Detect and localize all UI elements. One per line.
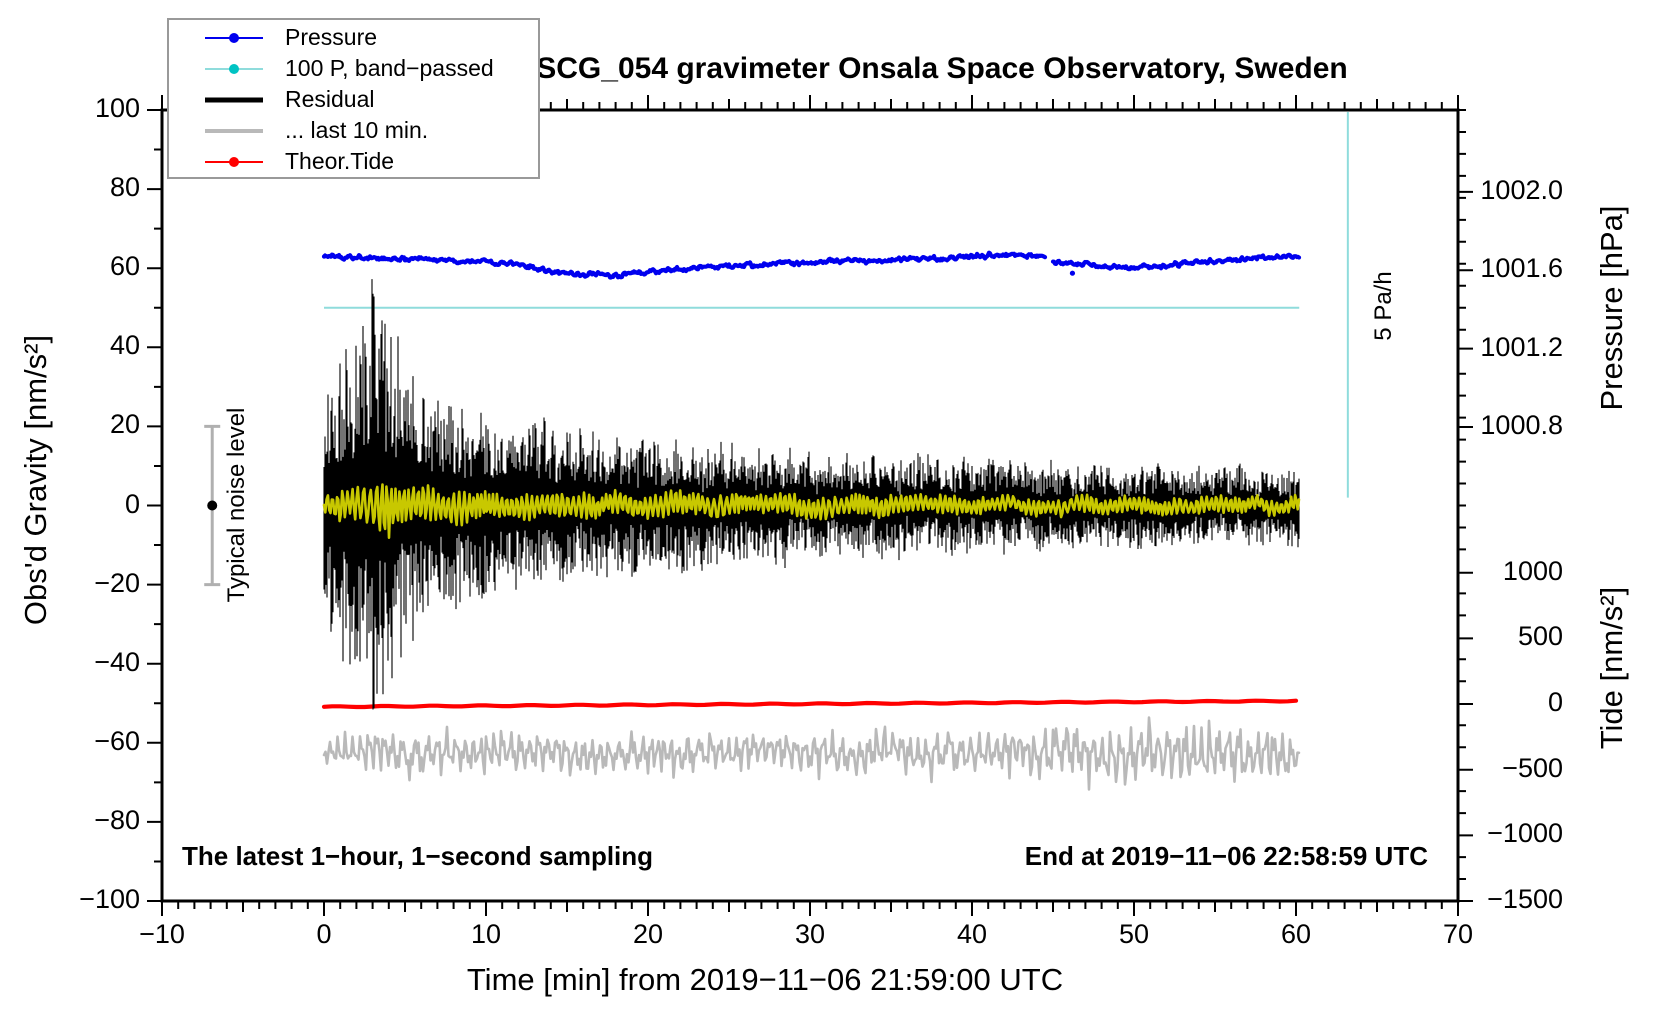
y-left-tick-label: −100: [79, 884, 140, 914]
x-tick-label: 30: [794, 919, 826, 949]
y-pressure-tick-label: 1001.6: [1480, 253, 1563, 284]
y-left-tick-label: 60: [109, 251, 140, 282]
footer-sampling-note: The latest 1−hour, 1−second sampling: [182, 841, 654, 871]
legend-swatch-pressure: [169, 22, 265, 53]
y-tide-tick-label: 0: [1547, 687, 1563, 718]
y-tide-tick-label: 1000: [1502, 555, 1563, 586]
legend-label: Theor.Tide: [285, 148, 395, 174]
y-left-tick-label: −60: [94, 725, 140, 756]
legend-swatch-theor-tide: [169, 146, 265, 177]
legend-label: Residual: [285, 86, 375, 112]
x-tick-label: 50: [1118, 919, 1150, 949]
y-left-tick-label: −40: [94, 646, 140, 677]
y-left-tick-label: 80: [109, 172, 140, 203]
legend-swatch-100-p-band-passed: [169, 53, 265, 84]
x-tick-label: 60: [1280, 919, 1312, 949]
legend-swatch--last-10-min-: [169, 115, 265, 146]
x-tick-label: −10: [139, 919, 185, 949]
x-axis-title: Time [min] from 2019−11−06 21:59:00 UTC: [466, 961, 1064, 997]
y-tide-tick-label: 500: [1517, 621, 1563, 652]
y-left-tick-label: −80: [94, 804, 140, 835]
x-tick-label: 20: [632, 919, 664, 949]
pressure-rate-label: 5 Pa/h: [1369, 271, 1397, 341]
y-tide-tick-label: −1000: [1487, 818, 1563, 849]
legend-swatch-residual: [169, 84, 265, 115]
y-left-tick-label: 20: [109, 409, 140, 440]
x-tick-label: 10: [470, 919, 502, 949]
y-left-tick-label: 40: [109, 330, 140, 361]
y-left-tick-label: 0: [124, 488, 140, 519]
legend-item: Residual: [169, 84, 538, 115]
y-pressure-tick-label: 1001.2: [1480, 331, 1563, 362]
noise-level-label: Typical noise level: [222, 407, 250, 603]
legend-item: Theor.Tide: [169, 146, 538, 177]
legend: Pressure 100 P, band−passed Residual ... la…: [167, 18, 540, 179]
legend-item: 100 P, band−passed: [169, 53, 538, 84]
legend-label: 100 P, band−passed: [285, 55, 494, 81]
y-tide-tick-label: −1500: [1487, 884, 1563, 914]
x-tick-label: 0: [316, 919, 332, 949]
footer-end-time: End at 2019−11−06 22:58:59 UTC: [1024, 841, 1428, 871]
y-pressure-tick-label: 1002.0: [1480, 174, 1563, 205]
legend-label: ... last 10 min.: [285, 117, 429, 143]
legend-item: ... last 10 min.: [169, 115, 538, 146]
y-left-tick-label: 100: [94, 93, 140, 123]
legend-label: Pressure: [285, 24, 378, 50]
x-tick-label: 40: [956, 919, 988, 949]
legend-item: Pressure: [169, 22, 538, 53]
y-left-tick-label: −20: [94, 567, 140, 598]
y-tide-tick-label: −500: [1502, 752, 1563, 783]
y-pressure-tick-label: 1000.8: [1480, 409, 1563, 440]
y-axis-pressure-title: Pressure [hPa]: [1593, 205, 1629, 411]
y-axis-tide-title: Tide [nm/s²]: [1593, 586, 1629, 750]
x-tick-label: 70: [1442, 919, 1474, 949]
chart-title: SCG_054 gravimeter Onsala Space Observat…: [536, 52, 1348, 85]
